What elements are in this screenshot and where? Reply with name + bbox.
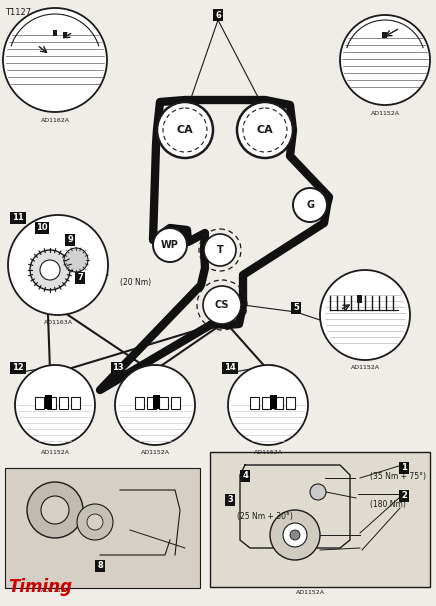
Text: 13: 13: [112, 364, 124, 373]
Circle shape: [64, 248, 88, 272]
Text: 5: 5: [293, 304, 299, 313]
Circle shape: [77, 504, 113, 540]
Circle shape: [270, 510, 320, 560]
Bar: [35, 397, 44, 409]
Circle shape: [41, 496, 69, 524]
Text: Timing: Timing: [8, 578, 72, 596]
Circle shape: [340, 15, 430, 105]
Bar: [274, 397, 283, 409]
Text: AD1152A: AD1152A: [41, 450, 69, 455]
Bar: [286, 397, 295, 409]
Text: 6: 6: [215, 10, 221, 19]
Circle shape: [203, 286, 241, 324]
Bar: [63, 32, 67, 37]
Text: AD1152A: AD1152A: [140, 450, 170, 455]
Text: 4: 4: [242, 471, 248, 481]
Text: CA: CA: [177, 125, 194, 135]
Circle shape: [157, 102, 213, 158]
Bar: [147, 397, 156, 409]
Text: CS: CS: [215, 300, 229, 310]
Circle shape: [237, 102, 293, 158]
Text: 1: 1: [401, 464, 407, 473]
Bar: [250, 397, 259, 409]
Bar: [71, 397, 80, 409]
Text: AD1152A: AD1152A: [351, 365, 379, 370]
Text: (35 Nm + 75°): (35 Nm + 75°): [370, 473, 426, 482]
Circle shape: [204, 234, 236, 266]
Text: 11: 11: [12, 213, 24, 222]
Text: 7: 7: [77, 273, 83, 282]
Circle shape: [3, 8, 107, 112]
Circle shape: [15, 365, 95, 445]
Circle shape: [115, 365, 195, 445]
Bar: [171, 397, 180, 409]
Text: CA: CA: [257, 125, 273, 135]
Text: AD1152A: AD1152A: [41, 588, 69, 593]
Bar: [47, 397, 56, 409]
Text: G: G: [306, 200, 314, 210]
Circle shape: [228, 365, 308, 445]
Bar: [210, 452, 430, 587]
Bar: [153, 395, 160, 409]
Circle shape: [87, 514, 103, 530]
Circle shape: [283, 523, 307, 547]
Circle shape: [310, 484, 326, 500]
Circle shape: [30, 250, 70, 290]
Bar: [270, 395, 277, 409]
Text: 12: 12: [12, 364, 24, 373]
Bar: [262, 397, 271, 409]
Text: AD1152A: AD1152A: [371, 111, 399, 116]
Text: WP: WP: [161, 240, 179, 250]
Text: AD1152A: AD1152A: [296, 590, 324, 595]
Text: AD1163A: AD1163A: [44, 320, 72, 325]
Bar: [5, 468, 200, 588]
Text: 14: 14: [224, 364, 236, 373]
Text: 2: 2: [401, 491, 407, 501]
Text: (180 Nm): (180 Nm): [370, 501, 406, 510]
Text: AD1152A: AD1152A: [253, 450, 283, 455]
Circle shape: [8, 215, 108, 315]
Text: T1127: T1127: [5, 8, 31, 17]
Bar: [382, 32, 387, 38]
Text: (25 Nm + 30°): (25 Nm + 30°): [237, 513, 293, 522]
Bar: [53, 30, 57, 36]
Text: (20 Nm): (20 Nm): [120, 278, 151, 287]
Circle shape: [293, 188, 327, 222]
Bar: [135, 397, 144, 409]
Text: T: T: [217, 245, 223, 255]
Circle shape: [153, 228, 187, 262]
Bar: [159, 397, 168, 409]
Bar: [45, 395, 52, 409]
Text: 10: 10: [36, 224, 48, 233]
Circle shape: [27, 482, 83, 538]
Bar: [59, 397, 68, 409]
Text: 9: 9: [67, 236, 73, 244]
Bar: [357, 295, 362, 303]
Circle shape: [40, 260, 60, 280]
Circle shape: [290, 530, 300, 540]
Circle shape: [320, 270, 410, 360]
Text: 8: 8: [97, 562, 103, 570]
Text: 3: 3: [227, 496, 233, 505]
Text: AD1162A: AD1162A: [41, 118, 69, 123]
